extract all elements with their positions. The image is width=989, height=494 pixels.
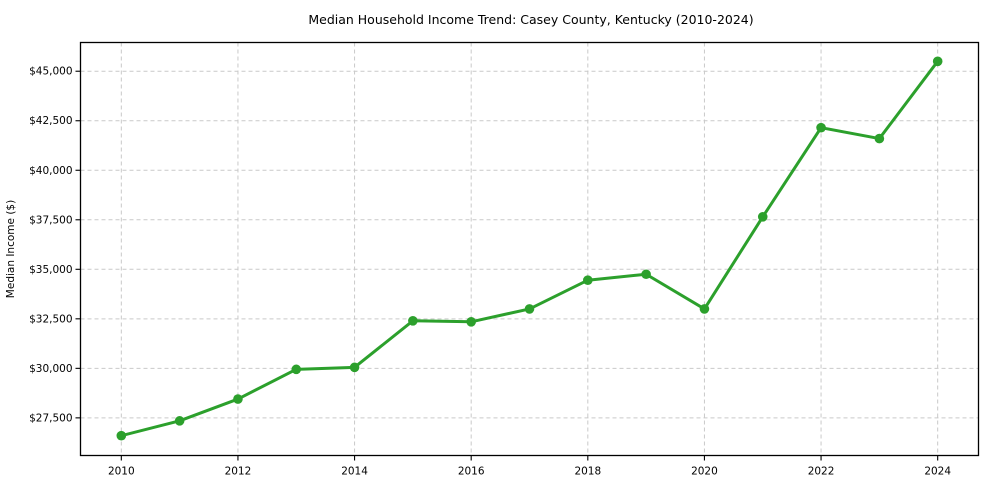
x-tick-label: 2022 xyxy=(808,466,835,478)
x-tick-label: 2020 xyxy=(691,466,718,478)
y-axis-ticks: $27,500 $30,000 $32,500 $35,000 $37,500 $40,0… xyxy=(29,66,81,424)
y-tick-label: $42,500 xyxy=(29,115,72,127)
x-axis-ticks: 2010 2012 2014 2016 2018 2020 2022 2024 xyxy=(108,455,951,478)
y-tick-label: $35,000 xyxy=(29,264,72,276)
data-point-2018 xyxy=(583,275,593,285)
data-point-2022 xyxy=(816,122,826,133)
y-tick-label: $40,000 xyxy=(29,165,72,177)
data-point-2021 xyxy=(757,212,768,222)
x-tick-label: 2010 xyxy=(108,466,135,478)
data-point-2011 xyxy=(174,416,185,426)
gridlines xyxy=(80,42,979,456)
x-tick-label: 2024 xyxy=(924,466,951,478)
x-tick-label: 2016 xyxy=(458,466,485,478)
data-point-2016 xyxy=(466,316,476,327)
chart-title: Median Household Income Trend: Casey Cou… xyxy=(308,12,753,27)
data-point-2010 xyxy=(116,430,127,441)
data-point-2012 xyxy=(233,394,243,404)
x-tick-label: 2014 xyxy=(341,466,368,478)
data-point-2019 xyxy=(641,269,651,280)
y-tick-label: $27,500 xyxy=(29,412,72,424)
plot-frame xyxy=(79,41,980,457)
data-point-2015 xyxy=(408,316,418,326)
data-point-2020 xyxy=(699,304,710,314)
x-tick-label: 2018 xyxy=(574,466,601,478)
x-tick-label: 2012 xyxy=(225,466,252,478)
data-point-2024 xyxy=(932,56,943,67)
y-tick-label: $45,000 xyxy=(29,66,72,78)
data-line xyxy=(119,59,940,438)
data-markers xyxy=(116,56,943,441)
y-tick-label: $30,000 xyxy=(29,363,72,375)
data-point-2017 xyxy=(524,304,535,314)
data-point-2023 xyxy=(874,133,885,144)
y-tick-label: $37,500 xyxy=(29,214,72,226)
y-axis-label: Median Income ($) xyxy=(5,200,17,298)
data-point-2013 xyxy=(291,364,302,375)
data-point-2014 xyxy=(349,362,360,373)
y-tick-label: $32,500 xyxy=(29,313,72,325)
